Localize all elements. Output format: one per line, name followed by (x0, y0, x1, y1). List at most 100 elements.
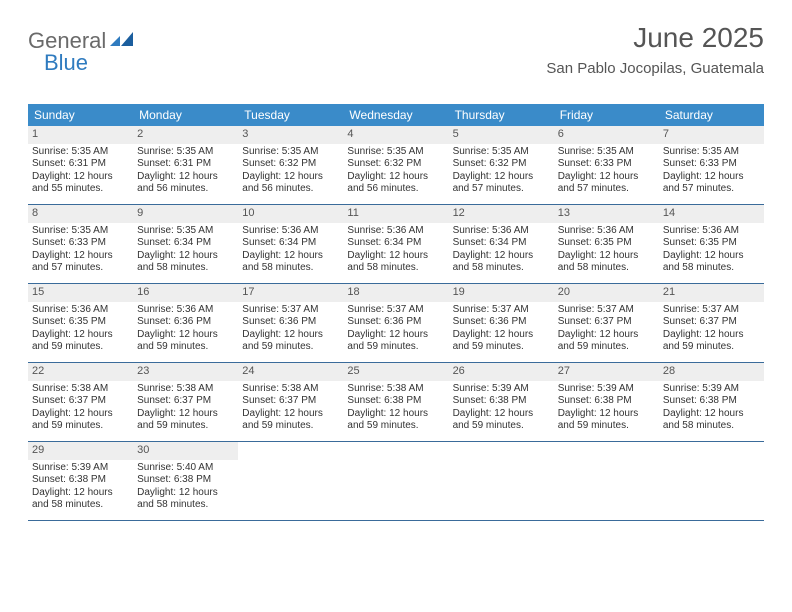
sunrise-line: Sunrise: 5:35 AM (661, 146, 762, 159)
daylight-line: Daylight: 12 hours and 58 minutes. (345, 250, 446, 275)
weekday-friday: Friday (554, 104, 659, 126)
day-number: 20 (554, 284, 659, 302)
sunrise-line: Sunrise: 5:37 AM (240, 304, 341, 317)
sunrise-line: Sunrise: 5:36 AM (661, 225, 762, 238)
sunrise-line: Sunrise: 5:36 AM (240, 225, 341, 238)
sunrise-line: Sunrise: 5:37 AM (451, 304, 552, 317)
day-cell: 20Sunrise: 5:37 AMSunset: 6:37 PMDayligh… (554, 284, 659, 362)
weeks-container: 1Sunrise: 5:35 AMSunset: 6:31 PMDaylight… (28, 126, 764, 521)
day-cell (238, 442, 343, 520)
daylight-line: Daylight: 12 hours and 58 minutes. (30, 487, 131, 512)
day-cell: 11Sunrise: 5:36 AMSunset: 6:34 PMDayligh… (343, 205, 448, 283)
day-cell: 30Sunrise: 5:40 AMSunset: 6:38 PMDayligh… (133, 442, 238, 520)
sunset-line: Sunset: 6:35 PM (30, 316, 131, 329)
day-number: 4 (343, 126, 448, 144)
sunrise-line: Sunrise: 5:35 AM (240, 146, 341, 159)
daylight-line: Daylight: 12 hours and 59 minutes. (556, 408, 657, 433)
sunrise-line: Sunrise: 5:35 AM (556, 146, 657, 159)
sunrise-line: Sunrise: 5:35 AM (135, 225, 236, 238)
day-number: 8 (28, 205, 133, 223)
sunrise-line: Sunrise: 5:40 AM (135, 462, 236, 475)
day-cell: 5Sunrise: 5:35 AMSunset: 6:32 PMDaylight… (449, 126, 554, 204)
day-number: 26 (449, 363, 554, 381)
day-number: 23 (133, 363, 238, 381)
sunset-line: Sunset: 6:36 PM (451, 316, 552, 329)
weekday-thursday: Thursday (449, 104, 554, 126)
week-row: 29Sunrise: 5:39 AMSunset: 6:38 PMDayligh… (28, 442, 764, 521)
day-number: 29 (28, 442, 133, 460)
day-number: 22 (28, 363, 133, 381)
daylight-line: Daylight: 12 hours and 58 minutes. (240, 250, 341, 275)
day-number: 3 (238, 126, 343, 144)
sunset-line: Sunset: 6:38 PM (451, 395, 552, 408)
day-cell: 7Sunrise: 5:35 AMSunset: 6:33 PMDaylight… (659, 126, 764, 204)
sunset-line: Sunset: 6:37 PM (240, 395, 341, 408)
sunset-line: Sunset: 6:35 PM (556, 237, 657, 250)
weekday-saturday: Saturday (659, 104, 764, 126)
daylight-line: Daylight: 12 hours and 59 minutes. (451, 329, 552, 354)
sunset-line: Sunset: 6:34 PM (345, 237, 446, 250)
day-cell: 10Sunrise: 5:36 AMSunset: 6:34 PMDayligh… (238, 205, 343, 283)
day-cell (343, 442, 448, 520)
sunset-line: Sunset: 6:32 PM (451, 158, 552, 171)
daylight-line: Daylight: 12 hours and 58 minutes. (451, 250, 552, 275)
sunset-line: Sunset: 6:34 PM (451, 237, 552, 250)
day-number: 2 (133, 126, 238, 144)
sunset-line: Sunset: 6:38 PM (345, 395, 446, 408)
daylight-line: Daylight: 12 hours and 57 minutes. (30, 250, 131, 275)
sunrise-line: Sunrise: 5:38 AM (345, 383, 446, 396)
daylight-line: Daylight: 12 hours and 59 minutes. (556, 329, 657, 354)
sunset-line: Sunset: 6:35 PM (661, 237, 762, 250)
day-cell: 8Sunrise: 5:35 AMSunset: 6:33 PMDaylight… (28, 205, 133, 283)
daylight-line: Daylight: 12 hours and 59 minutes. (345, 329, 446, 354)
day-cell: 28Sunrise: 5:39 AMSunset: 6:38 PMDayligh… (659, 363, 764, 441)
sunset-line: Sunset: 6:38 PM (135, 474, 236, 487)
day-cell (449, 442, 554, 520)
logo-mark-icon (110, 32, 134, 50)
weekday-header-row: Sunday Monday Tuesday Wednesday Thursday… (28, 104, 764, 126)
daylight-line: Daylight: 12 hours and 59 minutes. (345, 408, 446, 433)
day-number: 18 (343, 284, 448, 302)
day-cell: 14Sunrise: 5:36 AMSunset: 6:35 PMDayligh… (659, 205, 764, 283)
day-cell (659, 442, 764, 520)
sunrise-line: Sunrise: 5:36 AM (556, 225, 657, 238)
sunset-line: Sunset: 6:33 PM (556, 158, 657, 171)
week-row: 1Sunrise: 5:35 AMSunset: 6:31 PMDaylight… (28, 126, 764, 205)
sunrise-line: Sunrise: 5:39 AM (451, 383, 552, 396)
day-cell: 26Sunrise: 5:39 AMSunset: 6:38 PMDayligh… (449, 363, 554, 441)
sunrise-line: Sunrise: 5:38 AM (30, 383, 131, 396)
sunset-line: Sunset: 6:32 PM (240, 158, 341, 171)
day-cell: 1Sunrise: 5:35 AMSunset: 6:31 PMDaylight… (28, 126, 133, 204)
logo-text-blue: Blue (44, 50, 88, 76)
daylight-line: Daylight: 12 hours and 58 minutes. (556, 250, 657, 275)
day-cell: 18Sunrise: 5:37 AMSunset: 6:36 PMDayligh… (343, 284, 448, 362)
sunset-line: Sunset: 6:38 PM (30, 474, 131, 487)
sunrise-line: Sunrise: 5:39 AM (556, 383, 657, 396)
sunrise-line: Sunrise: 5:36 AM (451, 225, 552, 238)
day-number: 24 (238, 363, 343, 381)
day-number: 25 (343, 363, 448, 381)
sunrise-line: Sunrise: 5:39 AM (30, 462, 131, 475)
weekday-sunday: Sunday (28, 104, 133, 126)
week-row: 8Sunrise: 5:35 AMSunset: 6:33 PMDaylight… (28, 205, 764, 284)
day-cell: 27Sunrise: 5:39 AMSunset: 6:38 PMDayligh… (554, 363, 659, 441)
daylight-line: Daylight: 12 hours and 56 minutes. (135, 171, 236, 196)
sunset-line: Sunset: 6:36 PM (240, 316, 341, 329)
sunrise-line: Sunrise: 5:38 AM (240, 383, 341, 396)
day-cell: 21Sunrise: 5:37 AMSunset: 6:37 PMDayligh… (659, 284, 764, 362)
sunset-line: Sunset: 6:38 PM (661, 395, 762, 408)
day-number: 6 (554, 126, 659, 144)
day-cell: 13 Sunrise: 5:36 AMSunset: 6:35 PMDayligh… (554, 205, 659, 283)
sunrise-line: Sunrise: 5:35 AM (30, 146, 131, 159)
daylight-line: Daylight: 12 hours and 59 minutes. (240, 408, 341, 433)
day-cell: 9Sunrise: 5:35 AMSunset: 6:34 PMDaylight… (133, 205, 238, 283)
weekday-monday: Monday (133, 104, 238, 126)
sunset-line: Sunset: 6:32 PM (345, 158, 446, 171)
sunset-line: Sunset: 6:37 PM (30, 395, 131, 408)
sunset-line: Sunset: 6:31 PM (30, 158, 131, 171)
sunset-line: Sunset: 6:37 PM (661, 316, 762, 329)
day-number: 28 (659, 363, 764, 381)
daylight-line: Daylight: 12 hours and 57 minutes. (661, 171, 762, 196)
day-cell: 16Sunrise: 5:36 AMSunset: 6:36 PMDayligh… (133, 284, 238, 362)
day-number: 13 (554, 205, 659, 223)
